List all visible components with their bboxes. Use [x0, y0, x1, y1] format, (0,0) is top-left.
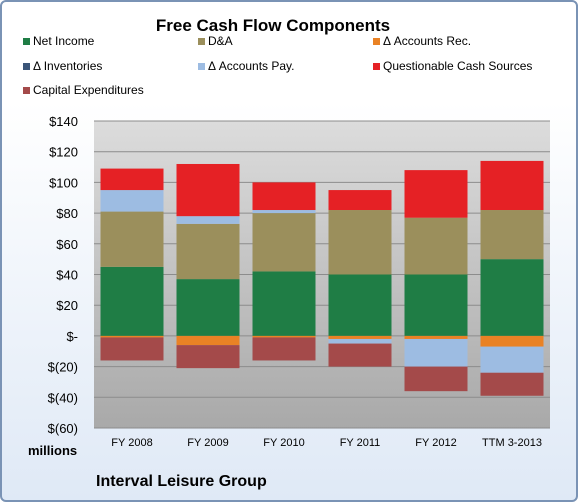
bar-segment-questionable-cash-sources [404, 170, 468, 218]
bar-segment-questionable-cash-sources [176, 163, 240, 217]
bar-segment-net-income [252, 271, 316, 336]
legend-swatch-accounts-rec [373, 38, 380, 45]
bar-segment-accounts-pay [252, 210, 316, 214]
bar-segment-accounts-rec [480, 335, 544, 347]
legend-label-d-a: D&A [208, 34, 233, 48]
bar-segment-accounts-rec [252, 335, 316, 338]
y-tick-label: $140 [49, 114, 78, 129]
bar-segment-d-a [252, 213, 316, 272]
y-tick-label: $40 [56, 268, 78, 283]
x-tick-label: FY 2010 [263, 437, 304, 449]
company-name: Interval Leisure Group [96, 473, 267, 490]
bar-segment-questionable-cash-sources [100, 168, 164, 191]
bar-segment-capital-expenditures [480, 372, 544, 396]
bar-segment-capital-expenditures [176, 345, 240, 369]
bar-segment-accounts-pay [328, 338, 392, 344]
bar-segment-questionable-cash-sources [252, 182, 316, 211]
legend-label-questionable-cash-sources: Questionable Cash Sources [383, 59, 532, 73]
bar-segment-questionable-cash-sources [328, 190, 392, 211]
bar-segment-capital-expenditures [100, 337, 164, 361]
bar-segment-accounts-rec [176, 335, 240, 346]
y-tick-label: $(20) [48, 360, 78, 375]
bar-segment-questionable-cash-sources [480, 160, 544, 211]
x-tick-label: TTM 3-2013 [482, 437, 542, 449]
legend-swatch-net-income [23, 38, 30, 45]
bar-segment-accounts-rec [404, 335, 468, 339]
legend-swatch-questionable-cash-sources [373, 63, 380, 70]
bar-segment-d-a [328, 210, 392, 275]
legend-label-net-income: Net Income [33, 34, 95, 48]
bar-segment-capital-expenditures [328, 343, 392, 367]
y-tick-label: $(40) [48, 390, 78, 405]
legend-label-accounts-rec: Δ Accounts Rec. [383, 34, 471, 48]
bar-segment-accounts-pay [404, 338, 468, 367]
bar-segment-accounts-pay [176, 216, 240, 224]
bar-segment-d-a [480, 210, 544, 260]
y-axis: $140 $120 $100 $80 $60 $40 $20 $- $(20) $(40) $(60… [48, 114, 78, 436]
legend-label-capital-expenditures: Capital Expenditures [33, 83, 144, 97]
bar-segment-capital-expenditures [404, 366, 468, 392]
bar-segment-net-income [100, 266, 164, 336]
legend-swatch-accounts-pay [198, 63, 205, 70]
y-tick-label: $60 [56, 237, 78, 252]
bar-segment-accounts-rec [100, 335, 164, 338]
legend-label-accounts-pay: Δ Accounts Pay. [208, 59, 295, 73]
y-tick-label: $- [66, 329, 78, 344]
x-tick-label: FY 2008 [111, 437, 152, 449]
y-tick-label: $(60) [48, 421, 78, 436]
bar-segment-accounts-pay [100, 190, 164, 212]
x-tick-label: FY 2011 [340, 437, 381, 449]
legend: Net Income D&A Δ Accounts Rec. Δ Inventorie… [23, 34, 532, 97]
bar-segment-net-income [328, 274, 392, 336]
y-tick-label: $20 [56, 298, 78, 313]
y-axis-unit-label: millions [28, 443, 77, 458]
legend-swatch-d-a [198, 38, 205, 45]
bar-segment-net-income [176, 279, 240, 336]
y-tick-label: $100 [49, 175, 78, 190]
legend-label-inventories: Δ Inventories [33, 59, 102, 73]
bar-segment-accounts-rec [328, 335, 392, 339]
chart-title: Free Cash Flow Components [156, 16, 390, 35]
bar-segment-net-income [480, 259, 544, 336]
bar-segment-accounts-pay [480, 346, 544, 373]
y-tick-label: $120 [49, 145, 78, 160]
bar-segment-d-a [404, 217, 468, 275]
x-tick-label: FY 2009 [187, 437, 228, 449]
bars [100, 160, 544, 396]
legend-swatch-inventories [23, 63, 30, 70]
x-tick-label: FY 2012 [415, 437, 456, 449]
bar-segment-d-a [176, 223, 240, 280]
bar-segment-d-a [100, 211, 164, 267]
bar-segment-net-income [404, 274, 468, 336]
gridlines [94, 120, 550, 429]
y-tick-label: $80 [56, 206, 78, 221]
bar-segment-capital-expenditures [252, 337, 316, 361]
x-axis: FY 2008 FY 2009 FY 2010 FY 2011 FY 2012 TTM 3… [111, 437, 542, 449]
legend-swatch-capital-expenditures [23, 87, 30, 94]
